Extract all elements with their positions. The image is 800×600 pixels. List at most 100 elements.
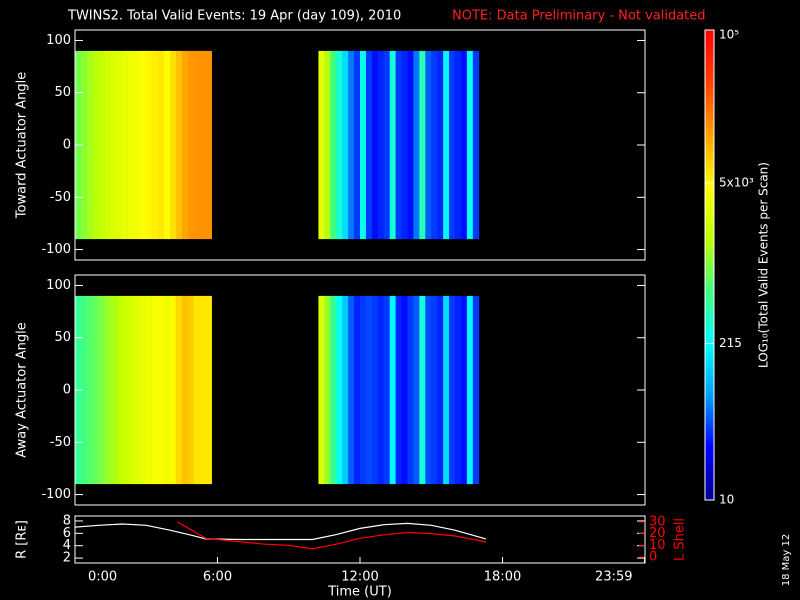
y-tick-label: 4: [63, 538, 71, 553]
heat-cell: [460, 50, 468, 240]
heat-cell: [354, 295, 361, 485]
heat-cell: [205, 295, 212, 485]
heat-cell: [324, 50, 331, 240]
heat-cell: [128, 50, 135, 240]
heat-cell: [443, 50, 450, 240]
y-tick-label: -100: [41, 242, 71, 257]
heat-cell: [158, 50, 165, 240]
heat-cell: [318, 295, 325, 485]
y-tick-label: 50: [54, 330, 71, 345]
colorbar: [704, 29, 715, 501]
heat-cell: [86, 295, 94, 485]
heat-cell: [116, 50, 123, 240]
heat-cell: [324, 295, 331, 485]
heat-cell: [437, 295, 444, 485]
heat-cell: [175, 50, 183, 240]
heat-cell: [449, 50, 456, 240]
heat-cell: [371, 295, 379, 485]
heat-cell: [110, 50, 117, 240]
heat-cell: [205, 50, 212, 240]
x-tick-label: 0:00: [88, 570, 117, 585]
heat-cell: [455, 50, 462, 240]
y-tick-label: 6: [63, 526, 71, 541]
heat-cell: [437, 50, 444, 240]
plot-area: [75, 50, 480, 240]
colorbar-label: LOG₁₀(Total Valid Events per Scan): [757, 162, 771, 368]
heat-cell: [330, 295, 337, 485]
heat-cell: [134, 50, 141, 240]
heat-cell: [377, 50, 385, 240]
heat-cell: [152, 50, 159, 240]
x-tick-label: 6:00: [203, 570, 232, 585]
heat-cell: [122, 50, 129, 240]
x-tick-label: 18:00: [484, 570, 521, 585]
y-tick-label: 8: [63, 513, 71, 528]
heat-cell: [140, 295, 147, 485]
heat-cell: [181, 295, 189, 485]
heat-cell: [146, 50, 153, 240]
colorbar-tick-label: 10: [719, 493, 734, 507]
heat-cell: [187, 50, 195, 240]
heat-cell: [181, 50, 189, 240]
heat-cell: [466, 295, 474, 485]
heat-cell: [401, 50, 408, 240]
chart-title: TWINS2. Total Valid Events: 19 Apr (day …: [67, 9, 401, 24]
x-tick-label: 23:59: [595, 570, 632, 585]
heat-cell: [342, 50, 349, 240]
y-tick-label: -50: [50, 435, 71, 450]
heat-cell: [425, 50, 432, 240]
heat-cell: [140, 50, 147, 240]
y2-axis-label: L Shell: [673, 518, 688, 561]
heat-cell: [354, 50, 361, 240]
heat-cell: [164, 50, 171, 240]
x-axis-label: Time (UT): [327, 585, 392, 600]
y-axis-label: R [Rᴇ]: [15, 520, 30, 559]
heat-cell: [134, 295, 141, 485]
heat-cell: [383, 295, 391, 485]
colorbar-tick-label: 215: [719, 336, 742, 350]
series-line: [75, 522, 487, 541]
heat-cell: [104, 50, 112, 240]
colorbar-tick-label: 10⁵: [719, 28, 739, 42]
heat-cell: [152, 295, 159, 485]
y-tick-label: 100: [46, 33, 71, 48]
heat-cell: [193, 295, 201, 485]
y-tick-label: 100: [46, 278, 71, 293]
heat-cell: [336, 295, 343, 485]
heat-cell: [330, 50, 337, 240]
heat-cell: [175, 295, 183, 485]
y2-tick-label: 10: [649, 538, 666, 553]
heat-cell: [419, 50, 426, 240]
y-axis-label: Toward Actuator Angle: [15, 72, 30, 219]
series-line: [176, 521, 487, 550]
y2-tick-label: 20: [649, 526, 666, 541]
heat-cell: [401, 295, 408, 485]
y-tick-label: -100: [41, 487, 71, 502]
heat-cell: [360, 50, 367, 240]
heat-cell: [460, 295, 468, 485]
heat-cell: [413, 50, 420, 240]
y-tick-label: 0: [63, 138, 71, 153]
heat-cell: [371, 50, 379, 240]
y2-tick-label: 0: [649, 550, 657, 565]
heat-cell: [395, 295, 402, 485]
heat-cell: [466, 50, 474, 240]
heat-cell: [365, 295, 373, 485]
note: NOTE: Data Preliminary - Not validated: [452, 9, 706, 24]
heat-cell: [146, 295, 153, 485]
heat-cell: [348, 295, 355, 485]
heat-cell: [110, 295, 117, 485]
heat-cell: [199, 295, 207, 485]
heat-cell: [413, 295, 420, 485]
heat-cell: [318, 50, 325, 240]
heat-cell: [199, 50, 207, 240]
heat-cell: [80, 295, 88, 485]
heat-cell: [158, 295, 165, 485]
heat-cell: [170, 295, 177, 485]
heat-cell: [377, 295, 385, 485]
heat-cell: [419, 295, 426, 485]
heat-cell: [342, 295, 349, 485]
heat-cell: [170, 50, 177, 240]
heat-cell: [425, 295, 432, 485]
